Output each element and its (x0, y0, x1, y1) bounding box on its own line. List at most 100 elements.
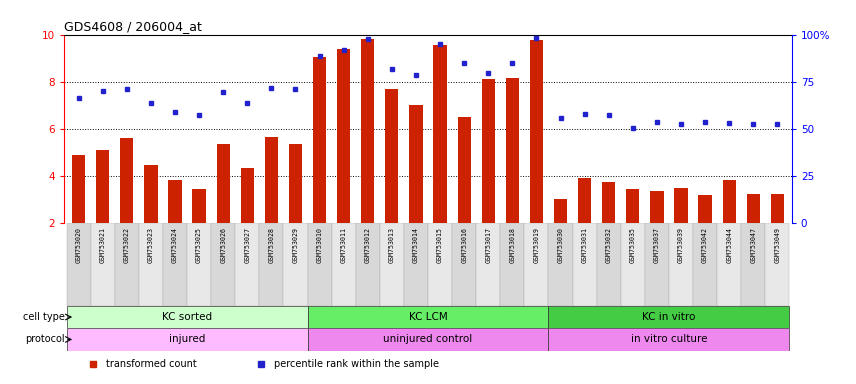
Bar (265, 137, 278, 223)
Bar (96, 150, 110, 223)
Text: GSM753020: GSM753020 (75, 227, 81, 263)
Bar (506, 78, 519, 223)
Text: GSM753037: GSM753037 (654, 227, 660, 263)
Bar (241, 168, 254, 223)
Text: GSM753024: GSM753024 (172, 227, 178, 263)
Bar (307, 328, 549, 351)
Bar (770, 194, 784, 223)
Bar (145, 166, 158, 223)
Bar (163, 223, 187, 306)
Text: GSM753026: GSM753026 (220, 227, 226, 263)
Bar (361, 39, 374, 223)
Bar (283, 223, 307, 306)
Text: GSM753032: GSM753032 (606, 227, 612, 263)
Text: cell type: cell type (22, 312, 64, 322)
Bar (72, 155, 86, 223)
Text: protocol: protocol (25, 334, 64, 344)
Bar (307, 306, 549, 328)
Text: GSM753030: GSM753030 (557, 227, 563, 263)
Bar (597, 223, 621, 306)
Bar (746, 194, 760, 223)
Bar (741, 223, 765, 306)
Bar (288, 144, 302, 223)
Bar (169, 180, 181, 223)
Bar (337, 49, 350, 223)
Bar (675, 188, 687, 223)
Text: percentile rank within the sample: percentile rank within the sample (274, 359, 439, 369)
Bar (331, 223, 356, 306)
Text: injured: injured (169, 334, 205, 344)
Text: GSM753016: GSM753016 (461, 227, 467, 263)
Text: uninjured control: uninjured control (383, 334, 473, 344)
Text: GSM753039: GSM753039 (678, 227, 684, 263)
Bar (428, 223, 452, 306)
Text: GSM753011: GSM753011 (341, 227, 347, 263)
Text: GSM753035: GSM753035 (630, 227, 636, 263)
Text: KC sorted: KC sorted (162, 312, 212, 322)
Bar (67, 328, 307, 351)
Bar (235, 223, 259, 306)
Bar (698, 195, 711, 223)
Bar (621, 223, 645, 306)
Bar (139, 223, 163, 306)
Bar (457, 117, 471, 223)
Text: GSM753027: GSM753027 (244, 227, 250, 263)
Bar (549, 328, 789, 351)
Bar (549, 223, 573, 306)
Bar (120, 138, 134, 223)
Text: GSM753021: GSM753021 (100, 227, 106, 263)
Bar (500, 223, 525, 306)
Text: GSM753015: GSM753015 (437, 227, 443, 263)
Bar (452, 223, 476, 306)
Bar (67, 223, 91, 306)
Bar (722, 180, 736, 223)
Bar (187, 223, 211, 306)
Bar (626, 189, 639, 223)
Bar (549, 306, 789, 328)
Bar (307, 223, 331, 306)
Bar (211, 223, 235, 306)
Bar (115, 223, 139, 306)
Text: GSM753025: GSM753025 (196, 227, 202, 263)
Bar (578, 179, 591, 223)
Text: GSM753029: GSM753029 (293, 227, 299, 263)
Bar (91, 223, 115, 306)
Bar (645, 223, 669, 306)
Bar (482, 79, 495, 223)
Text: GSM753042: GSM753042 (702, 227, 708, 263)
Bar (476, 223, 500, 306)
Bar (385, 89, 399, 223)
Text: GSM753018: GSM753018 (509, 227, 515, 263)
Text: GSM753044: GSM753044 (726, 227, 732, 263)
Text: GSM753014: GSM753014 (413, 227, 419, 263)
Text: GSM753017: GSM753017 (485, 227, 491, 263)
Text: GSM753049: GSM753049 (775, 227, 781, 263)
Text: transformed count: transformed count (106, 359, 197, 369)
Bar (313, 57, 326, 223)
Text: in vitro culture: in vitro culture (631, 334, 707, 344)
Bar (409, 105, 423, 223)
Bar (651, 192, 663, 223)
Text: GDS4608 / 206004_at: GDS4608 / 206004_at (64, 20, 202, 33)
Bar (433, 45, 447, 223)
Text: GSM753022: GSM753022 (124, 227, 130, 263)
Bar (404, 223, 428, 306)
Text: KC LCM: KC LCM (408, 312, 448, 322)
Bar (602, 182, 615, 223)
Text: GSM753047: GSM753047 (750, 227, 756, 263)
Bar (765, 223, 789, 306)
Text: GSM753010: GSM753010 (317, 227, 323, 263)
Bar (193, 189, 205, 223)
Bar (669, 223, 693, 306)
Bar (717, 223, 741, 306)
Bar (67, 306, 307, 328)
Bar (693, 223, 717, 306)
Bar (573, 223, 597, 306)
Text: GSM753023: GSM753023 (148, 227, 154, 263)
Text: GSM753013: GSM753013 (389, 227, 395, 263)
Bar (530, 40, 543, 223)
Bar (259, 223, 283, 306)
Bar (356, 223, 380, 306)
Bar (217, 144, 230, 223)
Bar (554, 199, 568, 223)
